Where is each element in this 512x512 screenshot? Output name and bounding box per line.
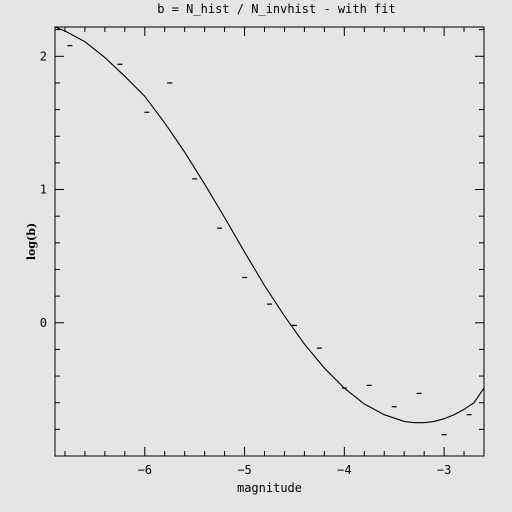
x-tick-label: −6	[138, 463, 152, 477]
y-axis-label: log(b)	[25, 223, 38, 260]
x-axis-label: magnitude	[237, 481, 302, 495]
y-tick-label: 0	[40, 316, 47, 330]
plot-frame	[54, 26, 485, 457]
chart-title: b = N_hist / N_invhist - with fit	[157, 2, 395, 16]
y-tick-label: 2	[40, 49, 47, 63]
fit-line	[54, 26, 485, 424]
x-tick-label: −4	[337, 463, 351, 477]
x-tick-label: −5	[237, 463, 251, 477]
x-tick-label: −3	[437, 463, 451, 477]
y-tick-label: 1	[40, 183, 47, 197]
